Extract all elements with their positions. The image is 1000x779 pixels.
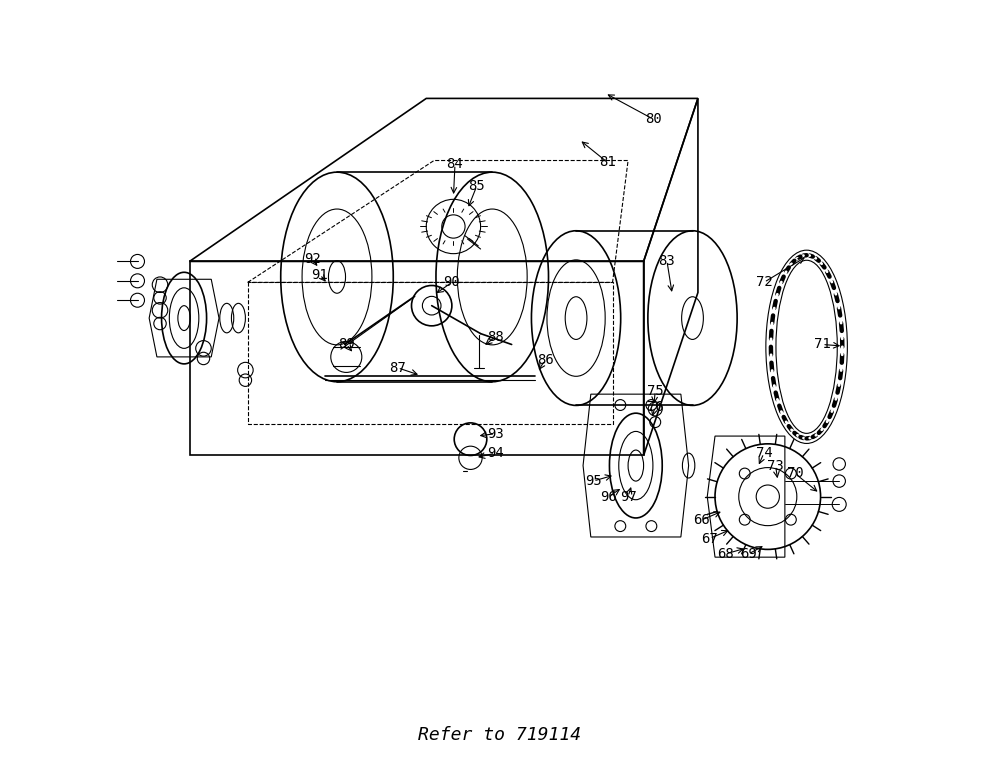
Text: 72: 72	[756, 276, 772, 289]
Text: 75: 75	[647, 384, 664, 398]
Text: 85: 85	[468, 179, 485, 193]
Text: 95: 95	[585, 474, 602, 488]
Text: 96: 96	[600, 490, 617, 503]
Text: 86: 86	[537, 353, 553, 367]
Text: 84: 84	[447, 157, 463, 171]
Text: 91: 91	[312, 268, 328, 282]
Text: 71: 71	[814, 337, 831, 351]
Text: 97: 97	[620, 490, 636, 503]
Text: 68: 68	[717, 547, 733, 561]
Text: 67: 67	[701, 531, 718, 545]
Text: 76: 76	[647, 400, 664, 414]
Text: 94: 94	[487, 446, 504, 460]
Text: 89: 89	[338, 337, 355, 351]
Text: 87: 87	[389, 361, 406, 375]
Text: 69: 69	[740, 547, 757, 561]
Text: 92: 92	[304, 252, 321, 266]
Text: 90: 90	[443, 276, 460, 289]
Text: 81: 81	[599, 155, 615, 169]
Text: 83: 83	[659, 254, 675, 268]
Text: 93: 93	[487, 427, 504, 441]
Text: 66: 66	[693, 513, 710, 527]
Text: 74: 74	[756, 446, 772, 460]
Text: Refer to 719114: Refer to 719114	[418, 726, 582, 744]
Text: 80: 80	[645, 112, 662, 126]
Text: 73: 73	[767, 459, 784, 473]
Text: 88: 88	[487, 330, 504, 344]
Text: 70: 70	[787, 467, 803, 481]
